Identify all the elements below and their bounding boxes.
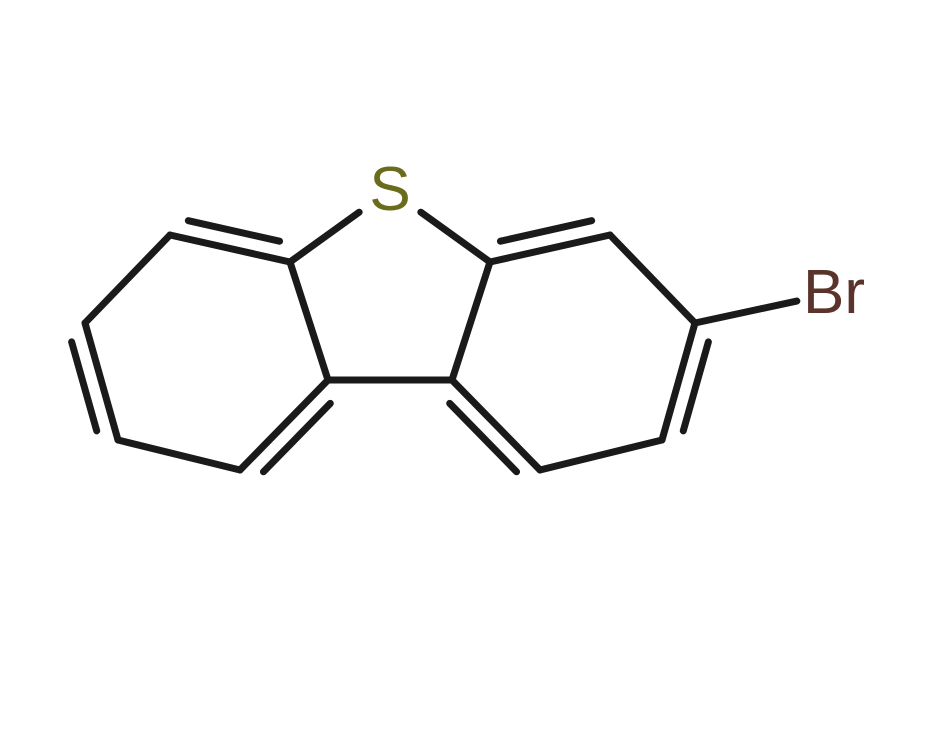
molecule-canvas: S Br bbox=[0, 0, 926, 742]
molecule-svg bbox=[0, 0, 926, 742]
s-atom-label: S bbox=[369, 159, 410, 221]
br-atom-label: Br bbox=[803, 262, 865, 324]
